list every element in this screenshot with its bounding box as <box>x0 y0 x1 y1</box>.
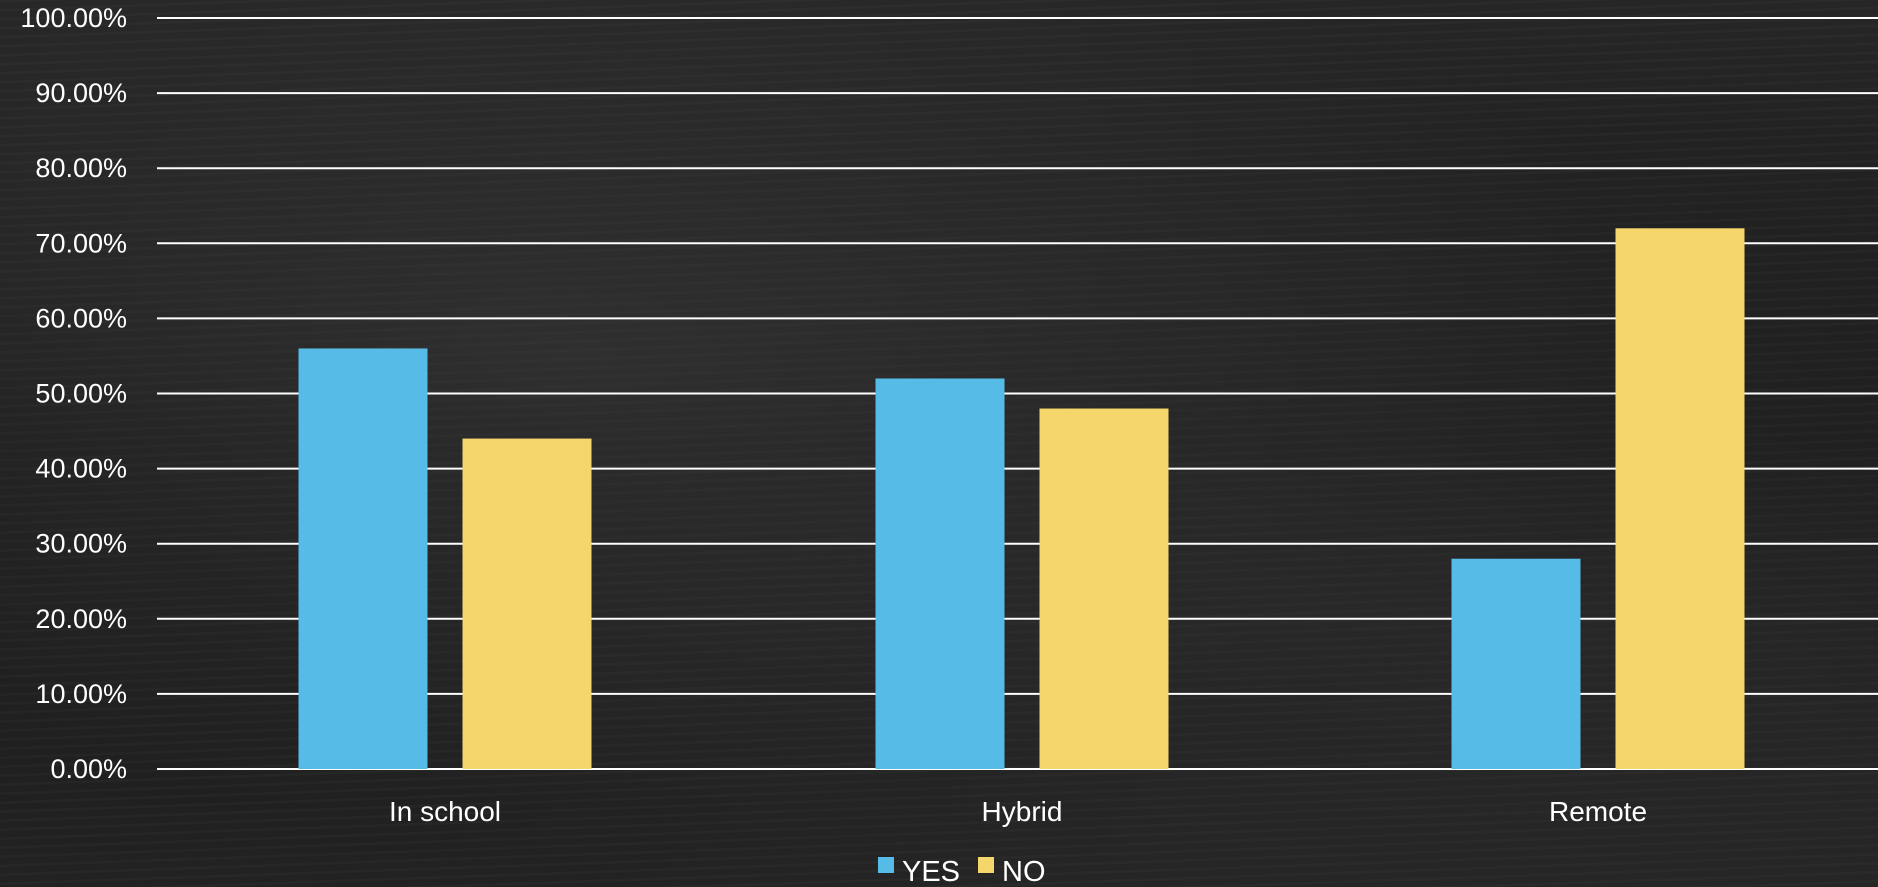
gridlines <box>157 17 1878 770</box>
y-tick-label: 80.00% <box>35 153 127 183</box>
y-axis-ticks: 0.00% 10.00% 20.00% 30.00% 40.00% 50.00% 60.00… <box>20 3 127 784</box>
y-tick-label: 90.00% <box>35 78 127 108</box>
bar-yes-in-school <box>298 348 428 769</box>
y-tick-label: 40.00% <box>35 454 127 484</box>
bar-yes-hybrid <box>875 378 1005 769</box>
x-category-label: Remote <box>1549 796 1647 827</box>
y-tick-label: 70.00% <box>35 228 127 258</box>
legend-swatch-no <box>978 857 994 873</box>
bar-no-hybrid <box>1039 408 1169 769</box>
legend-swatch-yes <box>878 857 894 873</box>
bars <box>298 228 1745 769</box>
x-category-label: In school <box>389 796 501 827</box>
bar-no-in-school <box>462 438 592 769</box>
y-tick-label: 0.00% <box>50 754 127 784</box>
legend-label-no: NO <box>1002 856 1046 887</box>
y-tick-label: 20.00% <box>35 604 127 634</box>
y-tick-label: 60.00% <box>35 303 127 333</box>
legend: YES NO <box>878 856 1046 887</box>
x-category-label: Hybrid <box>982 796 1063 827</box>
x-axis-categories: In school Hybrid Remote <box>389 796 1647 827</box>
y-tick-label: 30.00% <box>35 529 127 559</box>
y-tick-label: 100.00% <box>20 3 127 33</box>
y-tick-label: 10.00% <box>35 679 127 709</box>
legend-label-yes: YES <box>902 856 960 887</box>
bar-no-remote <box>1615 228 1745 769</box>
y-tick-label: 50.00% <box>35 379 127 409</box>
bar-yes-remote <box>1451 558 1581 769</box>
